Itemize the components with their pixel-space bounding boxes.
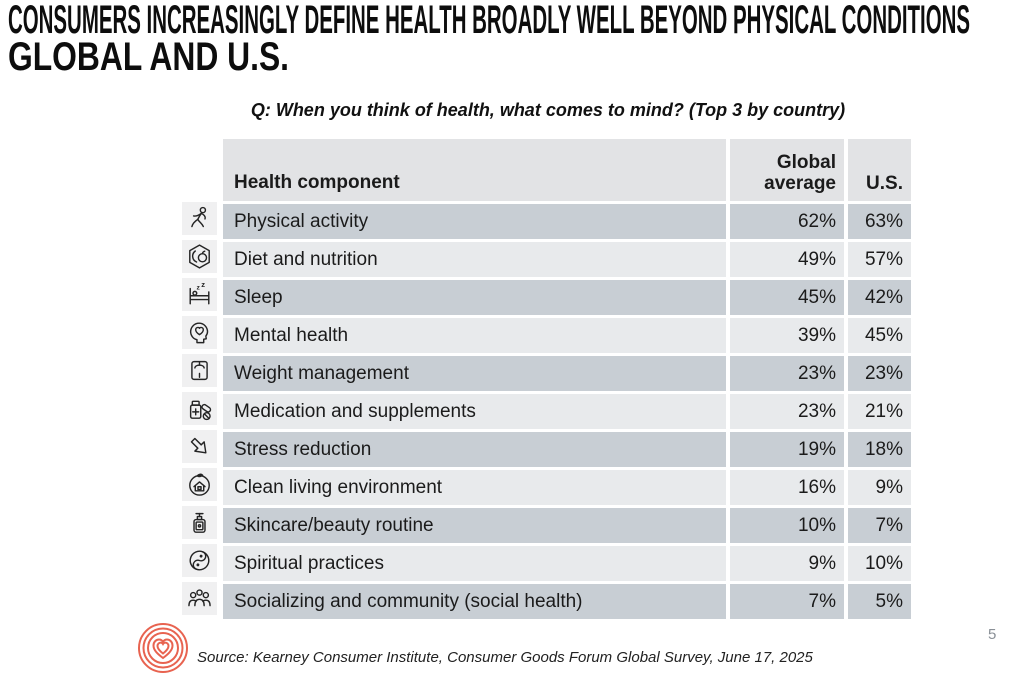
health-component-cell: Clean living environment xyxy=(223,470,726,505)
us-cell: 5% xyxy=(848,584,911,619)
header-global-line1: Global xyxy=(776,152,836,173)
global-average-cell: 39% xyxy=(730,318,844,353)
health-component-cell: Medication and supplements xyxy=(223,394,726,429)
icon-box xyxy=(182,354,217,387)
global-average-cell: 62% xyxy=(730,204,844,239)
head-heart-icon xyxy=(189,322,209,344)
header-global-average: Global average xyxy=(730,139,844,201)
us-cell: 42% xyxy=(848,280,911,315)
us-cell: 9% xyxy=(848,470,911,505)
global-average-cell: 49% xyxy=(730,242,844,277)
us-cell: 57% xyxy=(848,242,911,277)
icon-box xyxy=(182,582,217,615)
icon-box xyxy=(182,506,217,539)
health-component-cell: Stress reduction xyxy=(223,432,726,467)
health-component-cell: Mental health xyxy=(223,318,726,353)
down-right-arrow-icon xyxy=(190,437,207,454)
title-line-1: CONSUMERS INCREASINGLY DEFINE HEALTH BRO… xyxy=(8,0,970,42)
icon-box xyxy=(182,430,217,463)
svg-text:z: z xyxy=(201,281,205,289)
survey-question: Q: When you think of health, what comes … xyxy=(250,100,846,120)
us-cell: 63% xyxy=(848,204,911,239)
us-cell: 23% xyxy=(848,356,911,391)
fruit-nutrition-icon xyxy=(189,244,210,269)
kearney-consumer-institute-logo xyxy=(138,623,188,673)
yin-yang-icon xyxy=(189,550,210,571)
health-component-cell: Spiritual practices xyxy=(223,546,726,581)
health-components-table: Health component Global average U.S. Phy… xyxy=(223,139,911,619)
us-cell: 10% xyxy=(848,546,911,581)
global-average-cell: 23% xyxy=(730,356,844,391)
header-us-label: U.S. xyxy=(866,173,903,194)
global-average-cell: 9% xyxy=(730,546,844,581)
lotion-bottle-icon xyxy=(193,512,206,533)
health-component-cell: Sleep xyxy=(223,280,726,315)
header-us: U.S. xyxy=(848,139,911,201)
header-global-line2: average xyxy=(764,173,836,194)
title-line-2: GLOBAL AND U.S. xyxy=(8,35,289,78)
global-average-cell: 7% xyxy=(730,584,844,619)
svg-text:z: z xyxy=(197,284,201,291)
icon-box: z z xyxy=(182,278,217,311)
global-average-cell: 16% xyxy=(730,470,844,505)
us-cell: 18% xyxy=(848,432,911,467)
people-group-icon xyxy=(188,589,211,607)
health-component-cell: Diet and nutrition xyxy=(223,242,726,277)
global-average-cell: 10% xyxy=(730,508,844,543)
us-cell: 7% xyxy=(848,508,911,543)
page-title: CONSUMERS INCREASINGLY DEFINE HEALTH BRO… xyxy=(8,0,970,78)
dancing-person-icon xyxy=(191,206,207,228)
source-text: Source: Kearney Consumer Institute, Cons… xyxy=(197,649,813,666)
global-average-cell: 19% xyxy=(730,432,844,467)
bed-sleep-icon: z z xyxy=(189,281,210,305)
icon-box xyxy=(182,240,217,273)
health-component-cell: Skincare/beauty routine xyxy=(223,508,726,543)
header-health-component: Health component xyxy=(223,139,726,201)
us-cell: 21% xyxy=(848,394,911,429)
icon-box xyxy=(182,544,217,577)
health-component-cell: Physical activity xyxy=(223,204,726,239)
icon-box xyxy=(182,468,217,501)
global-average-cell: 23% xyxy=(730,394,844,429)
page-number: 5 xyxy=(988,626,997,643)
medicine-bottle-icon xyxy=(189,400,212,421)
icon-box xyxy=(182,392,217,425)
health-component-cell: Socializing and community (social health… xyxy=(223,584,726,619)
health-component-cell: Weight management xyxy=(223,356,726,391)
global-average-cell: 45% xyxy=(730,280,844,315)
eco-home-icon xyxy=(189,473,210,496)
icon-box xyxy=(182,202,217,235)
weight-scale-icon xyxy=(191,360,208,381)
icon-box xyxy=(182,316,217,349)
us-cell: 45% xyxy=(848,318,911,353)
